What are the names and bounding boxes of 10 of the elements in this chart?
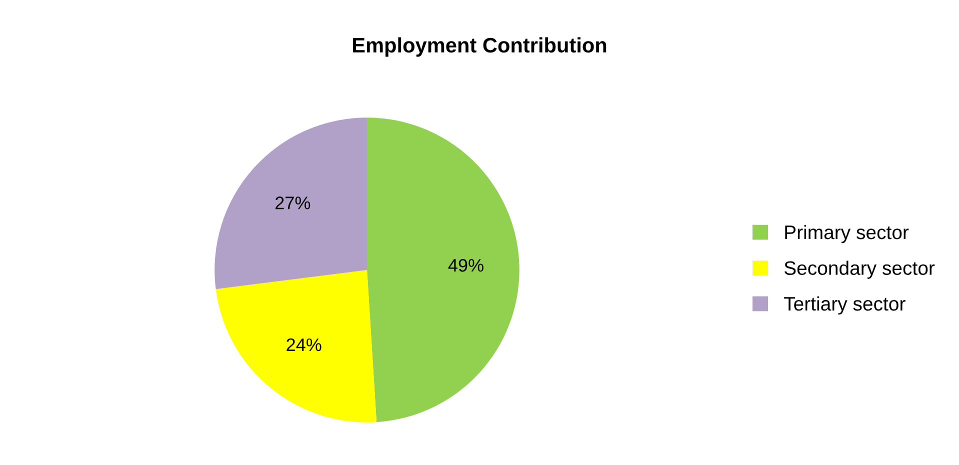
pie-slice <box>214 118 367 290</box>
data-label: 24% <box>286 338 322 352</box>
chart-title: Employment Contribution <box>353 37 606 57</box>
legend-label: Primary sector <box>785 224 909 244</box>
pie-slice <box>367 118 520 422</box>
data-label: 27% <box>276 196 310 210</box>
pie-slice <box>216 270 377 422</box>
data-label: 49% <box>448 258 484 272</box>
legend-label: Tertiary sector <box>784 296 906 315</box>
legend-label: Secondary sector <box>784 260 935 279</box>
